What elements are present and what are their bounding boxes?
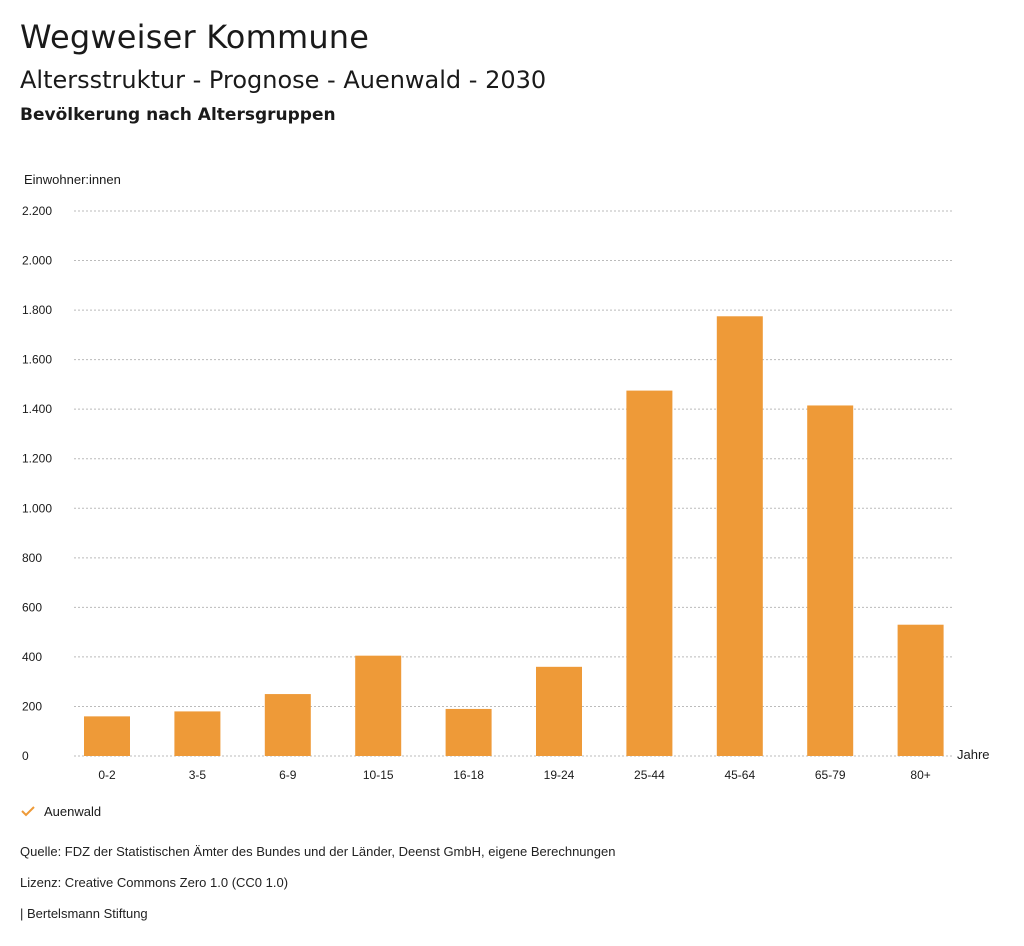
x-tick-label: 16-18: [453, 768, 484, 782]
x-tick-label: 45-64: [724, 768, 755, 782]
x-tick-label: 25-44: [634, 768, 665, 782]
chart-subtitle: Altersstruktur - Prognose - Auenwald - 2…: [20, 66, 547, 94]
y-tick-label: 200: [22, 699, 42, 713]
x-axis-label: Jahre: [957, 747, 990, 762]
legend-item-auenwald[interactable]: Auenwald: [20, 803, 101, 819]
x-tick-label: 65-79: [815, 768, 846, 782]
y-tick-label: 800: [22, 551, 42, 565]
x-tick-label: 19-24: [544, 768, 575, 782]
bars: [84, 316, 944, 756]
grid-lines: [74, 210, 953, 757]
y-axis-label: Einwohner:innen: [24, 172, 121, 187]
y-tick-label: 400: [22, 650, 42, 664]
y-tick-label: 600: [22, 600, 42, 614]
bar-25-44[interactable]: [626, 390, 673, 756]
section-heading: Bevölkerung nach Altersgruppen: [20, 105, 336, 125]
y-tick-labels: 0 200 400 600 800 1.000 1.200 1.400 1.600 1.800 2.…: [22, 204, 52, 763]
page-title: Wegweiser Kommune: [20, 18, 370, 56]
bar-3-5[interactable]: [174, 711, 221, 756]
x-tick-label: 80+: [910, 768, 930, 782]
x-tick-label: 0-2: [98, 768, 116, 782]
legend-label: Auenwald: [44, 803, 102, 819]
y-tick-label: 0: [22, 749, 29, 763]
bar-0-2[interactable]: [84, 716, 130, 756]
y-tick-label: 1.800: [22, 303, 52, 317]
x-tick-label: 6-9: [279, 768, 297, 782]
y-tick-label: 2.000: [22, 254, 52, 268]
bar-19-24[interactable]: [536, 666, 582, 756]
y-tick-label: 1.200: [22, 452, 52, 466]
bar-6-9[interactable]: [264, 694, 311, 756]
x-tick-label: 3-5: [189, 768, 207, 782]
publisher-note: | Bertelsmann Stiftung: [20, 906, 148, 921]
bar-16-18[interactable]: [445, 708, 492, 756]
bar-45-64[interactable]: [716, 316, 763, 756]
y-tick-label: 1.000: [22, 501, 52, 515]
bar-80+[interactable]: [897, 624, 944, 756]
source-note: Quelle: FDZ der Statistischen Ämter des …: [20, 844, 616, 859]
bar-65-79[interactable]: [807, 405, 854, 756]
x-tick-labels: 0-2 3-5 6-9 10-15 16-18 19-24 25-44 45-64 65-79 8…: [98, 768, 930, 782]
y-tick-label: 1.400: [22, 402, 52, 416]
license-note: Lizenz: Creative Commons Zero 1.0 (CC0 1…: [20, 875, 289, 890]
y-tick-label: 1.600: [22, 353, 52, 367]
bar-chart: Einwohner:innen 0 200 400 600 800 1.000 1.200 1…: [22, 172, 990, 782]
x-tick-label: 10-15: [363, 768, 394, 782]
bar-10-15[interactable]: [355, 655, 402, 756]
check-icon: [21, 806, 35, 817]
y-tick-label: 2.200: [22, 204, 52, 218]
